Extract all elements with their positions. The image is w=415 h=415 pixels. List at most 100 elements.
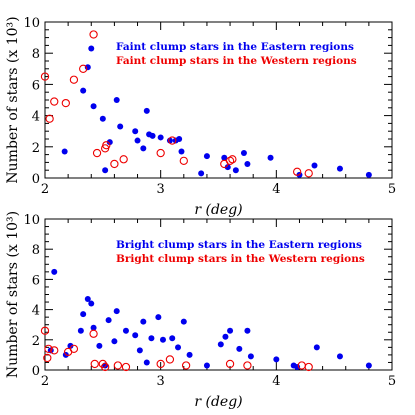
data-point-west (304, 169, 313, 178)
data-point-east (80, 311, 87, 318)
data-point-east (84, 64, 91, 71)
legend-entry: Faint clump stars in the Western regions (116, 55, 357, 67)
x-tick-label: 3 (157, 374, 165, 389)
data-point-east (122, 327, 129, 334)
data-point-east (132, 128, 139, 135)
data-point-west (90, 359, 99, 369)
y-tick-label: 6 (32, 78, 40, 93)
data-point-east (132, 332, 139, 339)
data-point-west (79, 64, 88, 73)
data-point-west (228, 155, 237, 164)
data-point-west (156, 359, 165, 369)
data-point-east (143, 359, 150, 366)
data-point-east (336, 165, 343, 172)
y-tick-label: 2 (32, 334, 40, 349)
data-point-east (96, 342, 103, 349)
data-point-east (180, 318, 187, 325)
data-point-east (365, 171, 372, 178)
data-point-east (61, 148, 68, 155)
data-point-east (236, 345, 243, 352)
data-point-east (143, 107, 150, 114)
data-point-west (43, 353, 52, 363)
data-point-east (176, 136, 183, 142)
x-axis-label: r (deg) (194, 202, 242, 218)
x-tick-label: 2 (41, 182, 49, 197)
data-point-east (105, 317, 112, 324)
data-point-east (149, 132, 156, 139)
data-point-east (175, 344, 182, 351)
x-tick-label: 4 (272, 374, 280, 389)
data-point-east (178, 148, 185, 155)
data-point-east (102, 167, 109, 174)
data-point-west (92, 148, 102, 158)
data-point-west (40, 72, 50, 81)
data-point-east (155, 314, 162, 321)
data-point-west (165, 355, 175, 364)
data-point-east (336, 353, 343, 360)
data-point-east (169, 335, 176, 342)
data-point-east (113, 97, 120, 103)
data-point-east (140, 318, 147, 325)
data-point-east (111, 338, 118, 345)
y-tick-label: 10 (23, 16, 40, 31)
data-point-west (225, 359, 235, 369)
y-axis-label: Number of stars (x 10³) (5, 211, 21, 378)
x-tick-label: 3 (157, 182, 165, 197)
data-point-east (227, 327, 234, 334)
x-tick-label: 5 (388, 182, 396, 197)
y-tick-label: 4 (32, 304, 40, 319)
data-point-east (113, 308, 120, 315)
y-tick-label: 10 (23, 213, 40, 228)
data-point-east (106, 139, 113, 146)
data-point-east (51, 268, 58, 275)
data-point-west (89, 329, 98, 338)
data-point-east (140, 145, 147, 152)
data-point-west (243, 361, 252, 370)
data-point-west (304, 362, 313, 372)
legend-entry: Bright clump stars in the Western region… (116, 253, 365, 265)
data-point-west (50, 346, 59, 355)
data-point-east (134, 137, 141, 144)
y-tick-label: 8 (32, 47, 40, 62)
data-point-east (217, 341, 224, 348)
data-point-east (186, 351, 193, 358)
data-point-east (203, 362, 210, 369)
legend-entry: Faint clump stars in the Eastern regions (116, 41, 354, 53)
data-point-east (273, 356, 280, 363)
data-point-east (221, 154, 228, 161)
data-point-west (168, 136, 177, 145)
data-point-west (293, 167, 302, 176)
data-point-east (232, 167, 239, 174)
data-point-west (50, 97, 59, 106)
x-tick-label: 4 (272, 182, 280, 197)
y-axis-label: Number of stars (x 10³) (5, 16, 21, 183)
data-point-east (90, 324, 97, 331)
y-tick-label: 4 (32, 110, 40, 125)
data-point-west (121, 362, 131, 372)
data-point-east (247, 353, 254, 360)
data-point-west (179, 156, 188, 165)
data-point-west (45, 114, 54, 123)
data-point-east (198, 170, 205, 177)
data-point-west (181, 361, 191, 370)
y-tick-label: 8 (32, 243, 40, 258)
data-point-west (102, 141, 111, 150)
data-point-west (113, 361, 123, 370)
legend-entry: Bright clump stars in the Eastern region… (116, 239, 362, 251)
data-point-east (244, 327, 251, 334)
data-point-east (244, 160, 251, 167)
data-point-east (90, 103, 97, 110)
y-tick-label: 2 (32, 141, 40, 156)
x-axis-label: r (deg) (194, 394, 242, 410)
data-point-east (313, 344, 320, 351)
data-point-east (88, 300, 95, 307)
y-tick-label: 6 (32, 273, 40, 288)
data-point-east (148, 335, 155, 342)
data-point-east (136, 347, 143, 354)
y-tick-label: 0 (32, 172, 40, 187)
data-point-east (222, 333, 229, 340)
data-point-east (117, 123, 124, 130)
data-point-east (157, 134, 164, 141)
